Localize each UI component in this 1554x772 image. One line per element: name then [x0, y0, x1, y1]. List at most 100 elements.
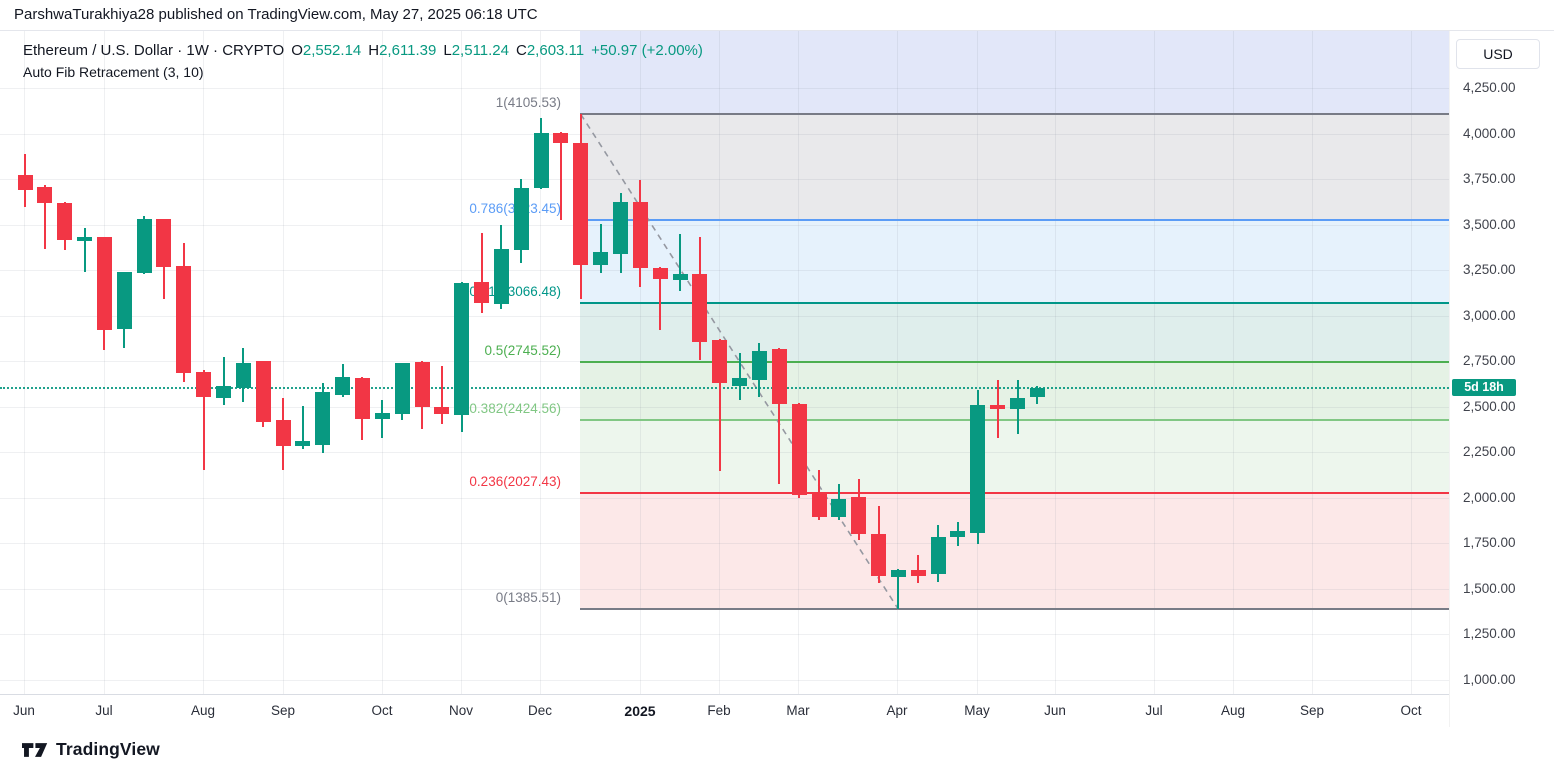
tradingview-brand: TradingView: [22, 739, 160, 760]
time-axis-label-jun: Jun: [13, 703, 35, 718]
v-gridline: [640, 31, 641, 694]
candle-wick: [659, 267, 662, 331]
price-tick-label: 2,250.00: [1463, 444, 1516, 459]
fib-line-0.382: [579, 419, 1449, 422]
candle-body: [77, 237, 93, 242]
candle-body: [533, 132, 549, 189]
candle-body: [513, 188, 529, 251]
candle-body: [434, 407, 450, 415]
candle-body: [136, 219, 152, 274]
ohlc-c-value: C2,603.11: [516, 42, 585, 59]
candle-body: [990, 405, 1006, 410]
price-tick-label: 1,500.00: [1463, 580, 1516, 596]
candle-body: [196, 372, 212, 398]
fib-band-0.236-0: [579, 492, 1449, 610]
current-price-line: [0, 386, 1449, 389]
fib-label-0.618: 0.618(3066.48): [469, 284, 561, 300]
time-axis[interactable]: Jun Jul Aug Sep Oct Nov Dec 2025 Feb Mar Apr May Jun…: [0, 695, 1449, 727]
candle-body: [593, 251, 609, 265]
indicator-label: Auto Fib Retracement (3, 10): [23, 64, 204, 80]
ohlc-h-value: H2,611.39: [368, 42, 437, 59]
fib-line-0.236: [579, 491, 1449, 494]
candle-body: [652, 268, 668, 280]
candle-wick: [480, 233, 483, 314]
candle-body: [57, 203, 73, 241]
candle-body: [553, 132, 569, 143]
v-gridline: [283, 31, 284, 694]
attribution-banner: ParshwaTurakhiya28 published on TradingV…: [0, 0, 1554, 31]
time-axis-label-jul: Jul: [95, 703, 113, 718]
candle-wick: [917, 555, 920, 584]
v-gridline: [1154, 31, 1155, 694]
fib-band-0.5-0.382: [579, 361, 1449, 421]
price-tick-label: 3,500.00: [1463, 216, 1516, 232]
candle-body: [414, 362, 430, 408]
candle-wick: [738, 353, 741, 401]
fib-label-0.5: 0.5(2745.52): [484, 342, 561, 358]
candle-body: [1010, 398, 1025, 410]
price-tick-label: 4,250.00: [1463, 80, 1516, 95]
candle-wick: [599, 224, 602, 274]
candle-body: [771, 348, 787, 405]
fib-line-0.5: [579, 360, 1449, 363]
candle-wick: [43, 185, 46, 250]
candle-body: [851, 497, 867, 535]
h-gridline: [0, 497, 1449, 499]
candle-wick: [897, 569, 900, 610]
candle-body: [712, 340, 728, 384]
candle-body: [573, 142, 589, 265]
time-axis-label-2025: 2025: [624, 703, 656, 719]
fib-band-0.786-0.618: [579, 220, 1449, 304]
fib-label-1: 1(4105.53): [495, 95, 561, 111]
price-tick-label: 1,000.00: [1463, 671, 1516, 687]
time-axis-label-nov: Nov: [448, 703, 474, 718]
candle-body: [156, 219, 172, 268]
fib-line-1: [579, 113, 1449, 116]
candle-body: [454, 283, 470, 416]
time-axis-label-aug: Aug: [1220, 703, 1246, 718]
candle-body: [176, 266, 192, 374]
candle-body: [791, 404, 807, 496]
candle-wick: [996, 380, 999, 439]
v-gridline: [1411, 31, 1412, 694]
fib-label-0.236: 0.236(2027.43): [469, 473, 561, 489]
candle-body: [116, 272, 132, 330]
candle-body: [970, 405, 986, 534]
candle-wick: [559, 132, 562, 221]
candle-wick: [440, 366, 443, 425]
price-tick-label: 3,250.00: [1463, 262, 1516, 277]
price-tick-label: 3,000.00: [1463, 307, 1516, 323]
candle-body: [1029, 387, 1045, 397]
price-tick-label: 1,750.00: [1463, 535, 1516, 550]
chart-plot-area[interactable]: 1(4105.53)0.786(3523.45)0.618(3066.48)0.…: [0, 31, 1449, 695]
h-gridline: [0, 452, 1449, 453]
h-gridline: [0, 88, 1449, 89]
fib-band-0.382-0.236: [579, 420, 1449, 493]
candle-body: [315, 392, 331, 446]
fib-line-0: [579, 608, 1449, 611]
price-axis[interactable]: USD 5d 18h 4,250.00 4,000.00 3,750.00 3,500…: [1449, 31, 1554, 727]
candle-body: [910, 570, 926, 577]
candle-body: [632, 201, 648, 269]
symbol-ohlc-row: Ethereum / U.S. Dollar · 1W · CRYPTO O2,5…: [23, 42, 703, 59]
v-gridline: [1312, 31, 1313, 694]
candle-body: [871, 534, 887, 577]
currency-unit-button[interactable]: USD: [1456, 39, 1540, 69]
candle-body: [216, 386, 231, 399]
price-tick-label: 2,000.00: [1463, 489, 1516, 505]
price-change: +50.97 (+2.00%): [591, 42, 703, 59]
candle-body: [890, 570, 906, 578]
symbol-title: Ethereum / U.S. Dollar · 1W · CRYPTO: [23, 42, 285, 59]
candle-body: [732, 378, 748, 387]
candle-body: [354, 378, 370, 420]
time-axis-label-feb: Feb: [707, 703, 731, 718]
candle-body: [374, 413, 390, 420]
attribution-text: ParshwaTurakhiya28 published on TradingV…: [14, 6, 538, 23]
price-tick-label: 4,000.00: [1463, 125, 1516, 141]
fib-band-0.618-0.5: [579, 303, 1449, 362]
candle-body: [295, 441, 311, 447]
h-gridline: [0, 270, 1449, 271]
fib-band-above-1: [579, 31, 1449, 115]
candle-body: [394, 363, 410, 415]
